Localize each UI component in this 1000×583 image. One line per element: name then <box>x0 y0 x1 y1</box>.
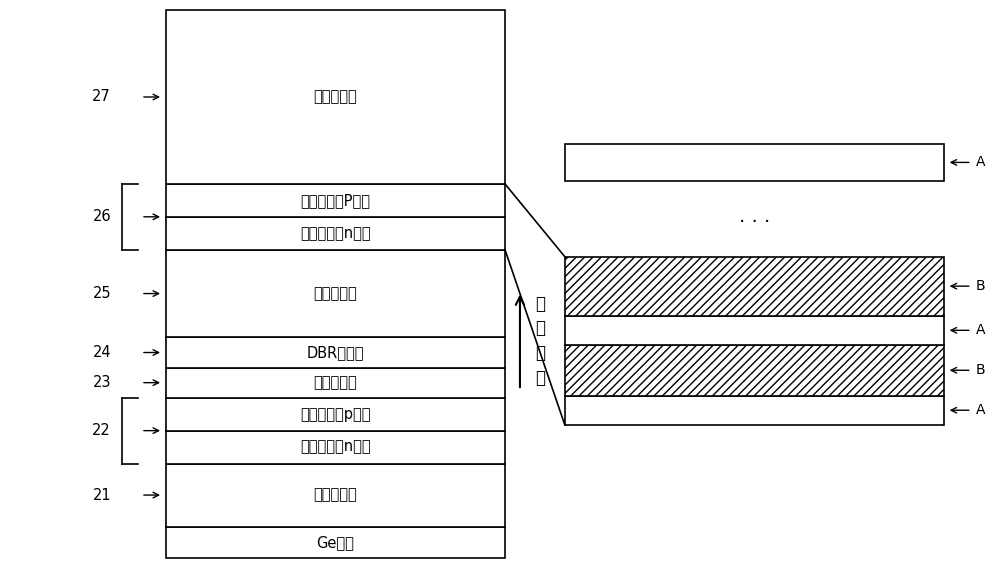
Text: A: A <box>976 156 985 170</box>
Text: 向: 向 <box>535 369 545 387</box>
Bar <box>166 526 505 559</box>
Bar <box>166 338 505 368</box>
Bar <box>565 143 944 181</box>
Text: 24: 24 <box>92 345 111 360</box>
Text: 27: 27 <box>92 90 111 104</box>
Text: B: B <box>976 279 985 293</box>
Text: DBR反射层: DBR反射层 <box>307 345 364 360</box>
Text: A: A <box>976 403 985 417</box>
Bar <box>166 368 505 398</box>
Text: 22: 22 <box>92 423 111 438</box>
Bar <box>166 250 505 338</box>
Text: Ge衩底: Ge衩底 <box>317 535 354 550</box>
Text: 长: 长 <box>535 319 545 338</box>
Bar <box>166 431 505 463</box>
Text: 方: 方 <box>535 344 545 362</box>
Text: A: A <box>976 324 985 338</box>
Bar <box>565 345 944 395</box>
Text: 23: 23 <box>93 375 111 390</box>
Text: 生: 生 <box>535 295 545 313</box>
Text: 第二子电池: 第二子电池 <box>314 286 357 301</box>
Bar <box>166 463 505 526</box>
Text: . . .: . . . <box>739 206 770 226</box>
Text: 变质缓冲层: 变质缓冲层 <box>314 375 357 390</box>
Text: 第一子电池: 第一子电池 <box>314 487 357 503</box>
Bar <box>166 184 505 217</box>
Text: 25: 25 <box>92 286 111 301</box>
Text: 26: 26 <box>92 209 111 224</box>
Bar <box>166 217 505 250</box>
Text: 21: 21 <box>92 487 111 503</box>
Text: 第二随穿结n型层: 第二随穿结n型层 <box>300 226 371 241</box>
Text: 第一随穿结n型层: 第一随穿结n型层 <box>300 440 371 455</box>
Bar <box>565 395 944 425</box>
Text: B: B <box>976 363 985 377</box>
Bar <box>166 10 505 184</box>
Bar <box>565 257 944 315</box>
Bar <box>166 398 505 431</box>
Text: 第三子电池: 第三子电池 <box>314 90 357 104</box>
Text: 第二随穿结P型层: 第二随穿结P型层 <box>300 193 370 208</box>
Bar <box>565 315 944 345</box>
Text: 第一随穿结p型层: 第一随穿结p型层 <box>300 407 371 422</box>
